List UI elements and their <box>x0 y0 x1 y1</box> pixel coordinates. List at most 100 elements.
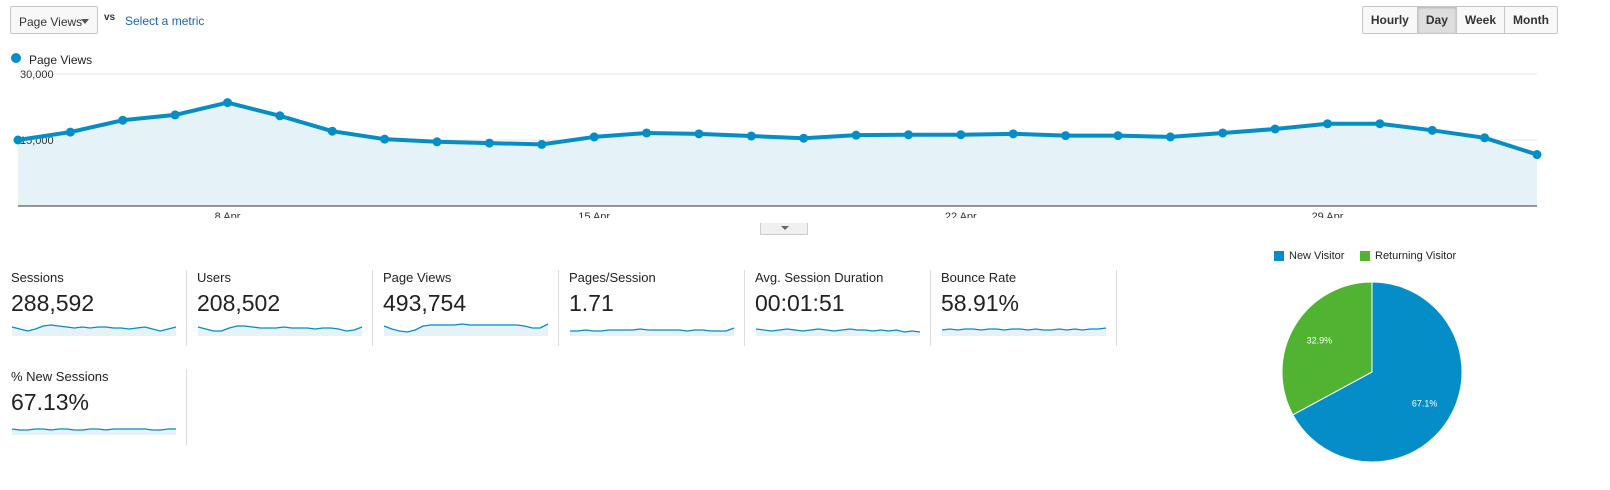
metric-select[interactable]: Page Views <box>10 6 98 34</box>
data-point <box>1532 150 1542 160</box>
sparkline <box>941 327 1107 336</box>
scorecard-value: 288,592 <box>11 290 95 316</box>
data-point <box>903 130 913 140</box>
data-point <box>380 134 390 144</box>
sparkline-area <box>384 324 548 336</box>
legend-label: New Visitor <box>1289 250 1345 262</box>
vs-label: vs <box>104 12 116 23</box>
scorecard-users[interactable]: Users 208,502 <box>197 270 373 346</box>
legend-swatch <box>1274 251 1284 261</box>
data-point <box>642 128 652 138</box>
x-tick-label: 22 Apr <box>945 211 977 218</box>
data-point <box>537 139 547 149</box>
sparkline-area <box>12 325 176 336</box>
scorecard-pages-per-session[interactable]: Pages/Session 1.71 <box>569 270 745 346</box>
series-line <box>17 100 1538 157</box>
pie-slice-returning-visitor <box>1281 281 1373 416</box>
data-point <box>1270 124 1280 134</box>
sparkline <box>11 324 177 336</box>
sparkline-line <box>383 323 549 333</box>
scorecard-page-views[interactable]: Page Views 493,754 <box>383 270 559 346</box>
data-point <box>118 115 128 125</box>
sparkline-area <box>570 328 734 336</box>
data-point <box>1322 119 1332 129</box>
sparkline-line <box>11 324 177 332</box>
scorecard-title: Avg. Session Duration <box>755 270 884 285</box>
data-point <box>1218 128 1228 138</box>
scorecard-value: 58.91% <box>941 290 1020 316</box>
scorecard-avg-session-duration[interactable]: Avg. Session Duration 00:01:51 <box>755 270 931 346</box>
scorecard-value: 1.71 <box>569 290 614 316</box>
data-point <box>1427 125 1437 135</box>
area-fill <box>18 102 1537 206</box>
sparkline-line <box>941 327 1107 331</box>
data-point <box>1008 129 1018 139</box>
scorecard-value: 493,754 <box>383 290 467 316</box>
pie-data-label: 32.9% <box>1307 336 1333 346</box>
legend-swatch-page-views <box>11 53 21 63</box>
data-point <box>432 137 442 147</box>
chart-collapse-toggle[interactable] <box>760 223 808 235</box>
scorecard-title: Sessions <box>11 270 64 285</box>
sparkline <box>197 325 363 336</box>
data-point <box>851 130 861 140</box>
chevron-down-icon <box>781 226 789 230</box>
y-tick-label: 30,000 <box>20 69 54 81</box>
month-button[interactable]: Month <box>1504 6 1558 34</box>
sparkline-line <box>197 325 363 332</box>
scorecard-title: Users <box>197 270 231 285</box>
scorecard-value: 67.13% <box>11 389 90 415</box>
sparkline <box>11 428 176 435</box>
data-point <box>956 130 966 140</box>
data-point <box>275 111 285 121</box>
legend-swatch <box>1360 251 1370 261</box>
chevron-down-icon <box>81 19 89 24</box>
x-tick-label: 8 Apr <box>215 211 241 218</box>
day-button[interactable]: Day <box>1416 6 1457 34</box>
select-metric-link[interactable]: Select a metric <box>125 14 205 28</box>
sparkline-area <box>12 429 176 435</box>
scorecard-title: Pages/Session <box>569 270 656 285</box>
data-point <box>170 110 180 120</box>
data-point <box>223 98 233 108</box>
sparkline <box>755 328 921 336</box>
scorecard-bounce-rate[interactable]: Bounce Rate 58.91% <box>941 270 1117 346</box>
sparkline-line <box>570 327 735 332</box>
scorecard-value: 00:01:51 <box>755 290 845 316</box>
data-point <box>1480 133 1490 143</box>
pie-legend-returning-visitor[interactable]: Returning Visitor <box>1360 250 1456 262</box>
hourly-button[interactable]: Hourly <box>1361 6 1418 34</box>
data-point <box>65 127 75 137</box>
scorecard-title: Bounce Rate <box>941 270 1017 285</box>
data-point <box>1165 132 1175 142</box>
pie-data-label: 67.1% <box>1412 398 1438 408</box>
visitor-type-pie-chart: 67.1% 32.9% <box>1281 281 1463 463</box>
data-point <box>1113 131 1123 141</box>
data-point <box>1375 119 1385 129</box>
metric-select-label: Page Views <box>19 15 83 29</box>
scorecard-title: % New Sessions <box>11 369 109 384</box>
data-point <box>327 126 337 136</box>
x-tick-label: 15 Apr <box>578 211 610 218</box>
scorecard-sessions[interactable]: Sessions 288,592 <box>11 270 187 346</box>
data-point <box>589 132 599 142</box>
granularity-toggle: Hourly Day Week Month <box>1361 6 1558 34</box>
data-point <box>1061 131 1071 141</box>
data-point <box>694 129 704 139</box>
x-tick-label: 29 Apr <box>1312 211 1344 218</box>
data-point <box>13 135 23 145</box>
week-button[interactable]: Week <box>1455 6 1506 34</box>
sparkline <box>570 327 735 336</box>
legend-label: Returning Visitor <box>1375 250 1457 262</box>
data-point <box>799 133 809 143</box>
data-point <box>484 138 494 148</box>
scorecard-value: 208,502 <box>197 290 281 316</box>
pie-legend-new-visitor[interactable]: New Visitor <box>1274 250 1344 262</box>
legend-label-page-views: Page Views <box>29 53 93 67</box>
scorecard-new-sessions[interactable]: % New Sessions 67.13% <box>11 369 187 445</box>
scorecard-title: Page Views <box>383 270 452 285</box>
pie-slice-new-visitor <box>1292 281 1463 463</box>
data-point <box>746 131 756 141</box>
sparkline-line <box>11 428 176 431</box>
